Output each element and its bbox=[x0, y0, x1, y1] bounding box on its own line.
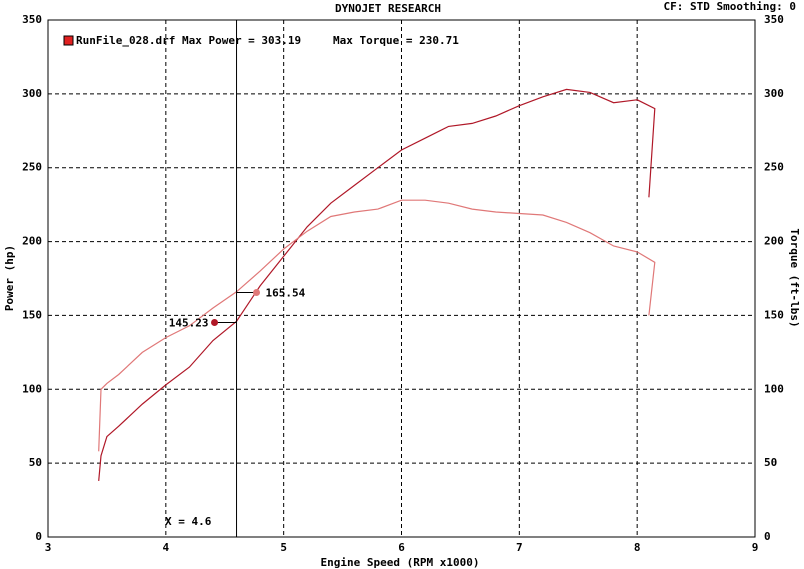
y-tick-label: 200 bbox=[22, 235, 42, 248]
legend-text: RunFile_028.drf Max Power = 303.19 bbox=[76, 34, 301, 47]
power-marker bbox=[211, 318, 219, 326]
x-tick-label: 4 bbox=[163, 541, 170, 554]
torque-marker bbox=[253, 288, 261, 296]
y-axis-label: Power (hp) bbox=[3, 245, 16, 311]
y-tick-label: 0 bbox=[35, 530, 42, 543]
y2-tick-label: 150 bbox=[764, 308, 784, 321]
y2-tick-label: 0 bbox=[764, 530, 771, 543]
torque-value: 165.54 bbox=[266, 286, 306, 299]
y2-tick-label: 350 bbox=[764, 13, 784, 26]
y-tick-label: 250 bbox=[22, 161, 42, 174]
x-tick-label: 7 bbox=[516, 541, 523, 554]
power-value: 145.23 bbox=[169, 316, 209, 329]
y2-axis-label: Torque (ft-lbs) bbox=[788, 228, 801, 327]
series-line bbox=[98, 199, 656, 452]
y-tick-label: 350 bbox=[22, 13, 42, 26]
chart-title: DYNOJET RESEARCH bbox=[335, 2, 441, 15]
y2-tick-label: 200 bbox=[764, 235, 784, 248]
x-axis-label: Engine Speed (RPM x1000) bbox=[321, 556, 480, 569]
x-tick-label: 9 bbox=[752, 541, 759, 554]
y2-tick-label: 300 bbox=[764, 87, 784, 100]
x-tick-label: 3 bbox=[45, 541, 52, 554]
settings-label: CF: STD Smoothing: 0 bbox=[664, 0, 796, 13]
y-tick-label: 50 bbox=[29, 456, 42, 469]
plot-frame bbox=[47, 19, 756, 538]
y-tick-label: 100 bbox=[22, 382, 42, 395]
x-tick-label: 6 bbox=[398, 541, 405, 554]
y2-tick-label: 100 bbox=[764, 382, 784, 395]
y2-tick-label: 50 bbox=[764, 456, 777, 469]
cursor-label: X = 4.6 bbox=[165, 515, 212, 528]
x-tick-label: 8 bbox=[634, 541, 641, 554]
y2-tick-label: 250 bbox=[764, 161, 784, 174]
legend-text: Max Torque = 230.71 bbox=[333, 34, 459, 47]
x-tick-label: 5 bbox=[280, 541, 287, 554]
legend-swatch bbox=[63, 35, 74, 46]
y-tick-label: 150 bbox=[22, 308, 42, 321]
y-tick-label: 300 bbox=[22, 87, 42, 100]
series-line bbox=[98, 88, 656, 481]
